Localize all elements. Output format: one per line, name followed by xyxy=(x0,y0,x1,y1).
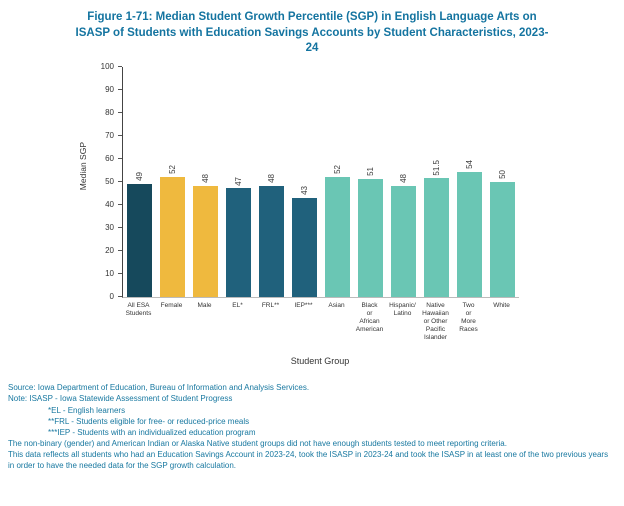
x-category-label: Hispanic/ Latino xyxy=(389,301,416,317)
el-note: *EL - English learners xyxy=(48,405,126,415)
bar[interactable] xyxy=(490,181,515,297)
bar-value-label: 50 xyxy=(497,169,507,179)
axis-block: 0 10 20 30 40 50 60 70 80 90 100 49 52 48 47 48 43 52 51 4… xyxy=(94,62,519,367)
x-category-label: Native Hawaiian or Other Pacific Islande… xyxy=(422,301,449,342)
bar[interactable] xyxy=(226,188,251,297)
bar-value-label: 51.5 xyxy=(431,159,441,176)
y-tick-mark xyxy=(118,157,122,159)
plot-area: 49 52 48 47 48 43 52 51 48 51.5 54 50 xyxy=(122,66,519,298)
y-tick-label: 60 xyxy=(105,153,114,163)
x-category-label: Two or More Races xyxy=(459,301,478,333)
y-tick-label: 0 xyxy=(109,291,114,301)
bar-column: 49 xyxy=(123,67,156,297)
data-reflects-note: This data reflects all students who had … xyxy=(8,450,609,471)
y-tick-label: 90 xyxy=(105,84,114,94)
bar[interactable] xyxy=(325,176,350,297)
bar[interactable] xyxy=(259,186,284,297)
bar-value-label: 52 xyxy=(167,165,177,174)
source-note: Source: Iowa Department of Education, Bu… xyxy=(8,383,310,393)
x-category-label: All ESA Students xyxy=(125,301,152,317)
bar-value-label: 48 xyxy=(398,174,408,184)
y-tick-label: 30 xyxy=(105,222,114,232)
bar-column: 50 xyxy=(486,67,519,297)
bar-column: 48 xyxy=(387,67,420,297)
isasp-note: Note: ISASP - Iowa Statewide Assessment … xyxy=(8,394,233,404)
x-category-label: Male xyxy=(197,301,212,309)
bar-value-label: 49 xyxy=(134,171,144,181)
bar[interactable] xyxy=(424,178,449,297)
bar-value-label: 47 xyxy=(233,176,243,186)
x-category-label: Asian xyxy=(328,301,345,309)
y-tick-mark xyxy=(118,226,122,228)
bar[interactable] xyxy=(391,186,416,297)
bar-chart: Median SGP 0 10 20 30 40 50 60 70 80 90 100 49 52 48… xyxy=(78,62,624,367)
y-tick-mark xyxy=(118,249,122,251)
x-category-label: EL* xyxy=(232,301,243,309)
plot-row: 0 10 20 30 40 50 60 70 80 90 100 49 52 48 47 48 43 52 51 4… xyxy=(94,62,519,300)
y-tick-mark xyxy=(118,203,122,205)
x-category-label: IEP*** xyxy=(294,301,313,309)
bar-column: 51.5 xyxy=(420,67,453,297)
iep-note: ***IEP - Students with an individualized… xyxy=(48,427,256,437)
chart-title: Figure 1-71: Median Student Growth Perce… xyxy=(75,11,549,55)
bar[interactable] xyxy=(457,172,482,297)
bar-column: 47 xyxy=(222,67,255,297)
bar-value-label: 48 xyxy=(266,174,276,184)
x-category-label: FRL** xyxy=(261,301,280,309)
bar[interactable] xyxy=(127,183,152,297)
y-axis-ticks: 0 10 20 30 40 50 60 70 80 90 100 xyxy=(94,62,122,300)
y-tick-label: 40 xyxy=(105,199,114,209)
bar-value-label: 52 xyxy=(332,165,342,174)
y-tick-mark xyxy=(118,111,122,113)
y-tick-label: 70 xyxy=(105,130,114,140)
y-tick-mark xyxy=(118,295,122,297)
x-category-label: Black or African American xyxy=(355,301,384,333)
x-axis-title: Student Group xyxy=(290,356,350,367)
bar-value-label: 43 xyxy=(299,185,309,195)
bar-value-label: 48 xyxy=(200,174,210,184)
reporting-criteria-note: The non-binary (gender) and American Ind… xyxy=(8,439,507,449)
y-tick-mark xyxy=(118,65,122,67)
y-tick-label: 50 xyxy=(105,176,114,186)
y-tick-label: 10 xyxy=(105,268,114,278)
bar-value-label: 54 xyxy=(464,160,474,170)
bar-column: 51 xyxy=(354,67,387,297)
bar-value-label: 51 xyxy=(365,167,375,177)
notes: Source: Iowa Department of Education, Bu… xyxy=(8,382,614,472)
y-tick-label: 20 xyxy=(105,245,114,255)
bar-column: 43 xyxy=(288,67,321,297)
bar-column: 54 xyxy=(453,67,486,297)
bar[interactable] xyxy=(292,197,317,297)
bar-column: 52 xyxy=(156,67,189,297)
y-tick-mark xyxy=(118,180,122,182)
y-tick-label: 80 xyxy=(105,107,114,117)
y-tick-mark xyxy=(118,272,122,274)
x-category-label: Female xyxy=(160,301,183,309)
x-axis-labels: All ESA Students Female Male EL* FRL** IEP***… xyxy=(122,302,518,343)
y-tick-mark xyxy=(118,134,122,136)
frl-note: **FRL - Students eligible for free- or r… xyxy=(48,416,250,426)
bar-column: 48 xyxy=(255,67,288,297)
bar[interactable] xyxy=(193,186,218,297)
bar[interactable] xyxy=(358,179,383,297)
y-tick-mark xyxy=(118,88,122,90)
y-tick-label: 100 xyxy=(100,61,114,71)
y-axis-label: Median SGP xyxy=(78,141,88,190)
bar[interactable] xyxy=(160,176,185,297)
figure-container: Figure 1-71: Median Student Growth Perce… xyxy=(0,10,624,506)
bar-column: 48 xyxy=(189,67,222,297)
bar-column: 52 xyxy=(321,67,354,297)
x-category-label: White xyxy=(493,301,510,309)
